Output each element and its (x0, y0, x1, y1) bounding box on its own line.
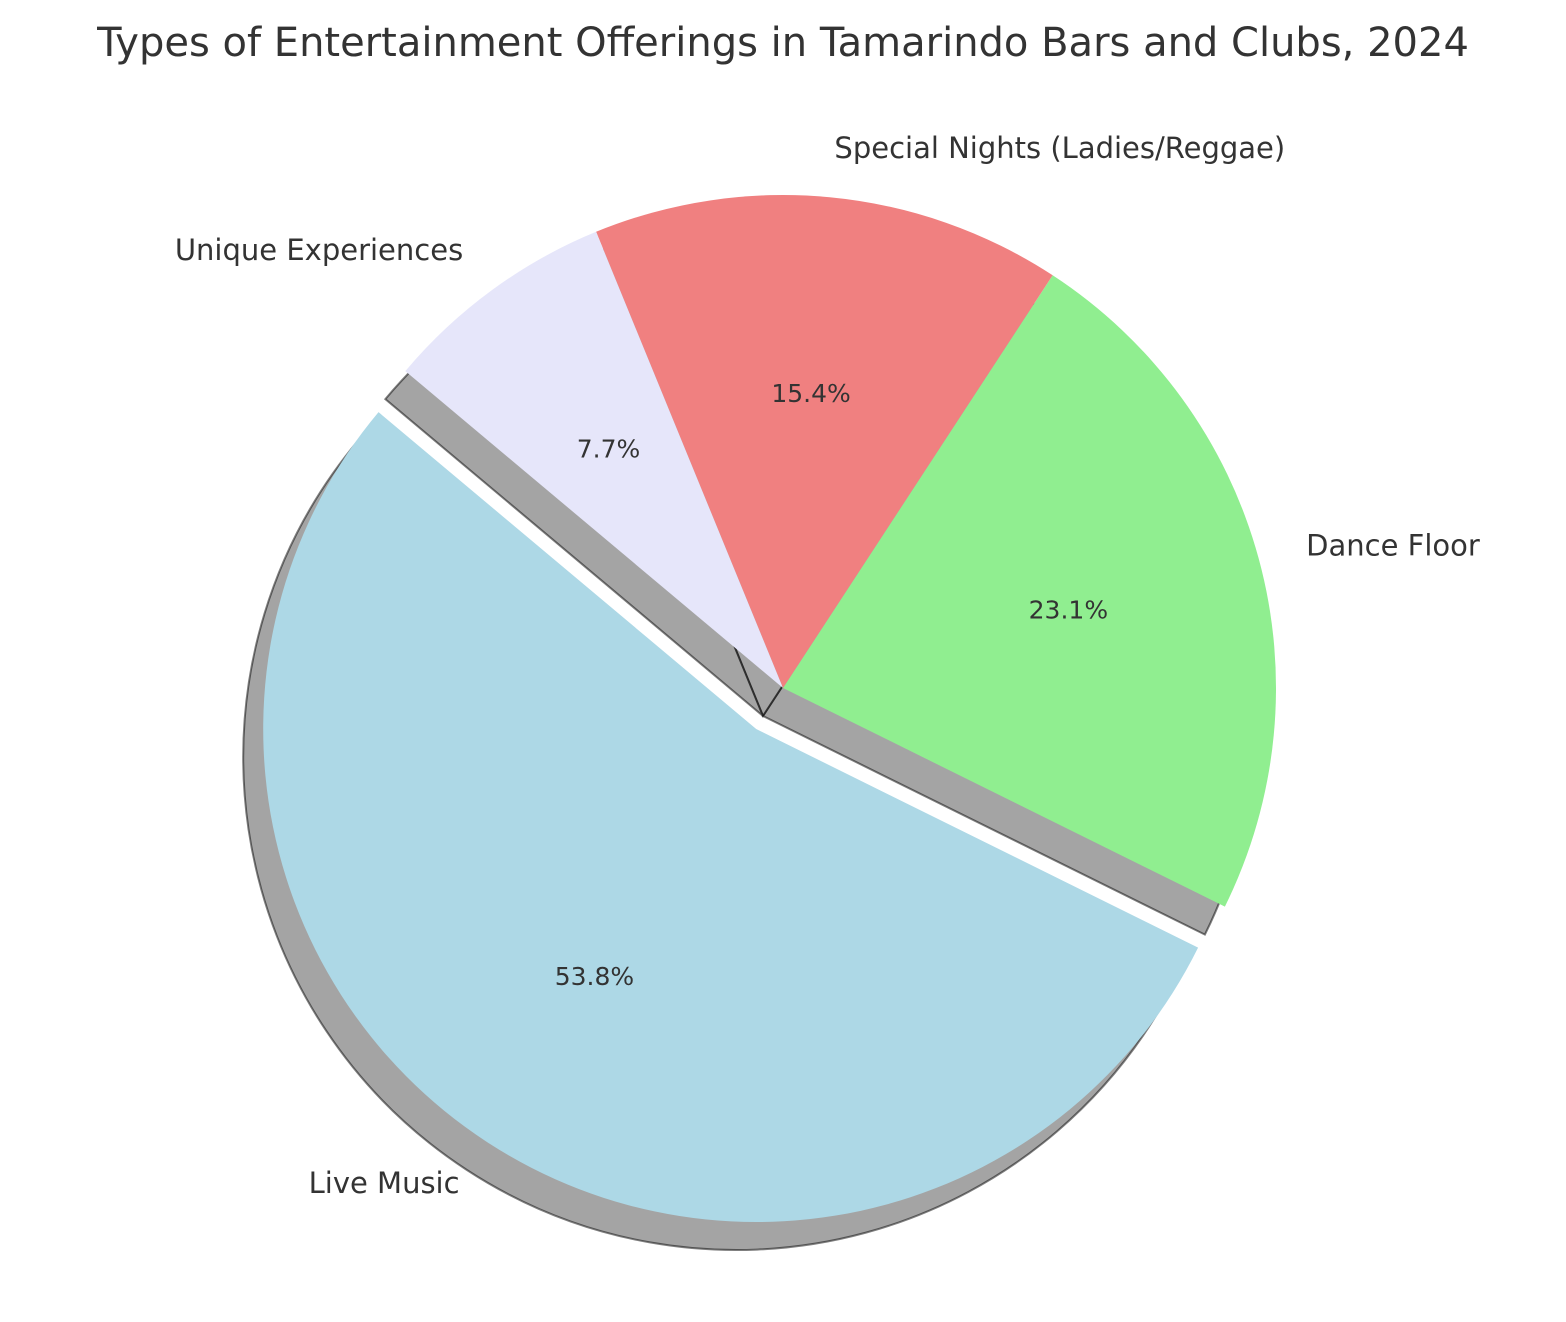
slice-percent-dance-floor: 23.1% (1029, 596, 1108, 625)
pie-label-layer: Live Music 53.8% Dance Floor 23.1% Special N… (175, 131, 1480, 1200)
slice-label-dance-floor: Dance Floor (1306, 528, 1480, 562)
slice-label-special-nights-ladies-reggae: Special Nights (Ladies/Reggae) (834, 131, 1285, 165)
chart-title: Types of Entertainment Offerings in Tama… (96, 20, 1469, 66)
slice-percent-special-nights-ladies-reggae: 15.4% (771, 379, 850, 408)
slice-live-music (263, 412, 1199, 1223)
slice-percent-live-music: 53.8% (555, 962, 634, 991)
slice-unique-experiences (405, 231, 783, 688)
slice-label-live-music: Live Music (309, 1166, 460, 1200)
slice-label-unique-experiences: Unique Experiences (175, 233, 463, 267)
slice-dance-floor (783, 275, 1276, 907)
slice-special-nights-ladies-reggae (596, 194, 1053, 688)
slice-percent-unique-experiences: 7.7% (577, 435, 641, 464)
pie-slice-layer (263, 194, 1276, 1223)
